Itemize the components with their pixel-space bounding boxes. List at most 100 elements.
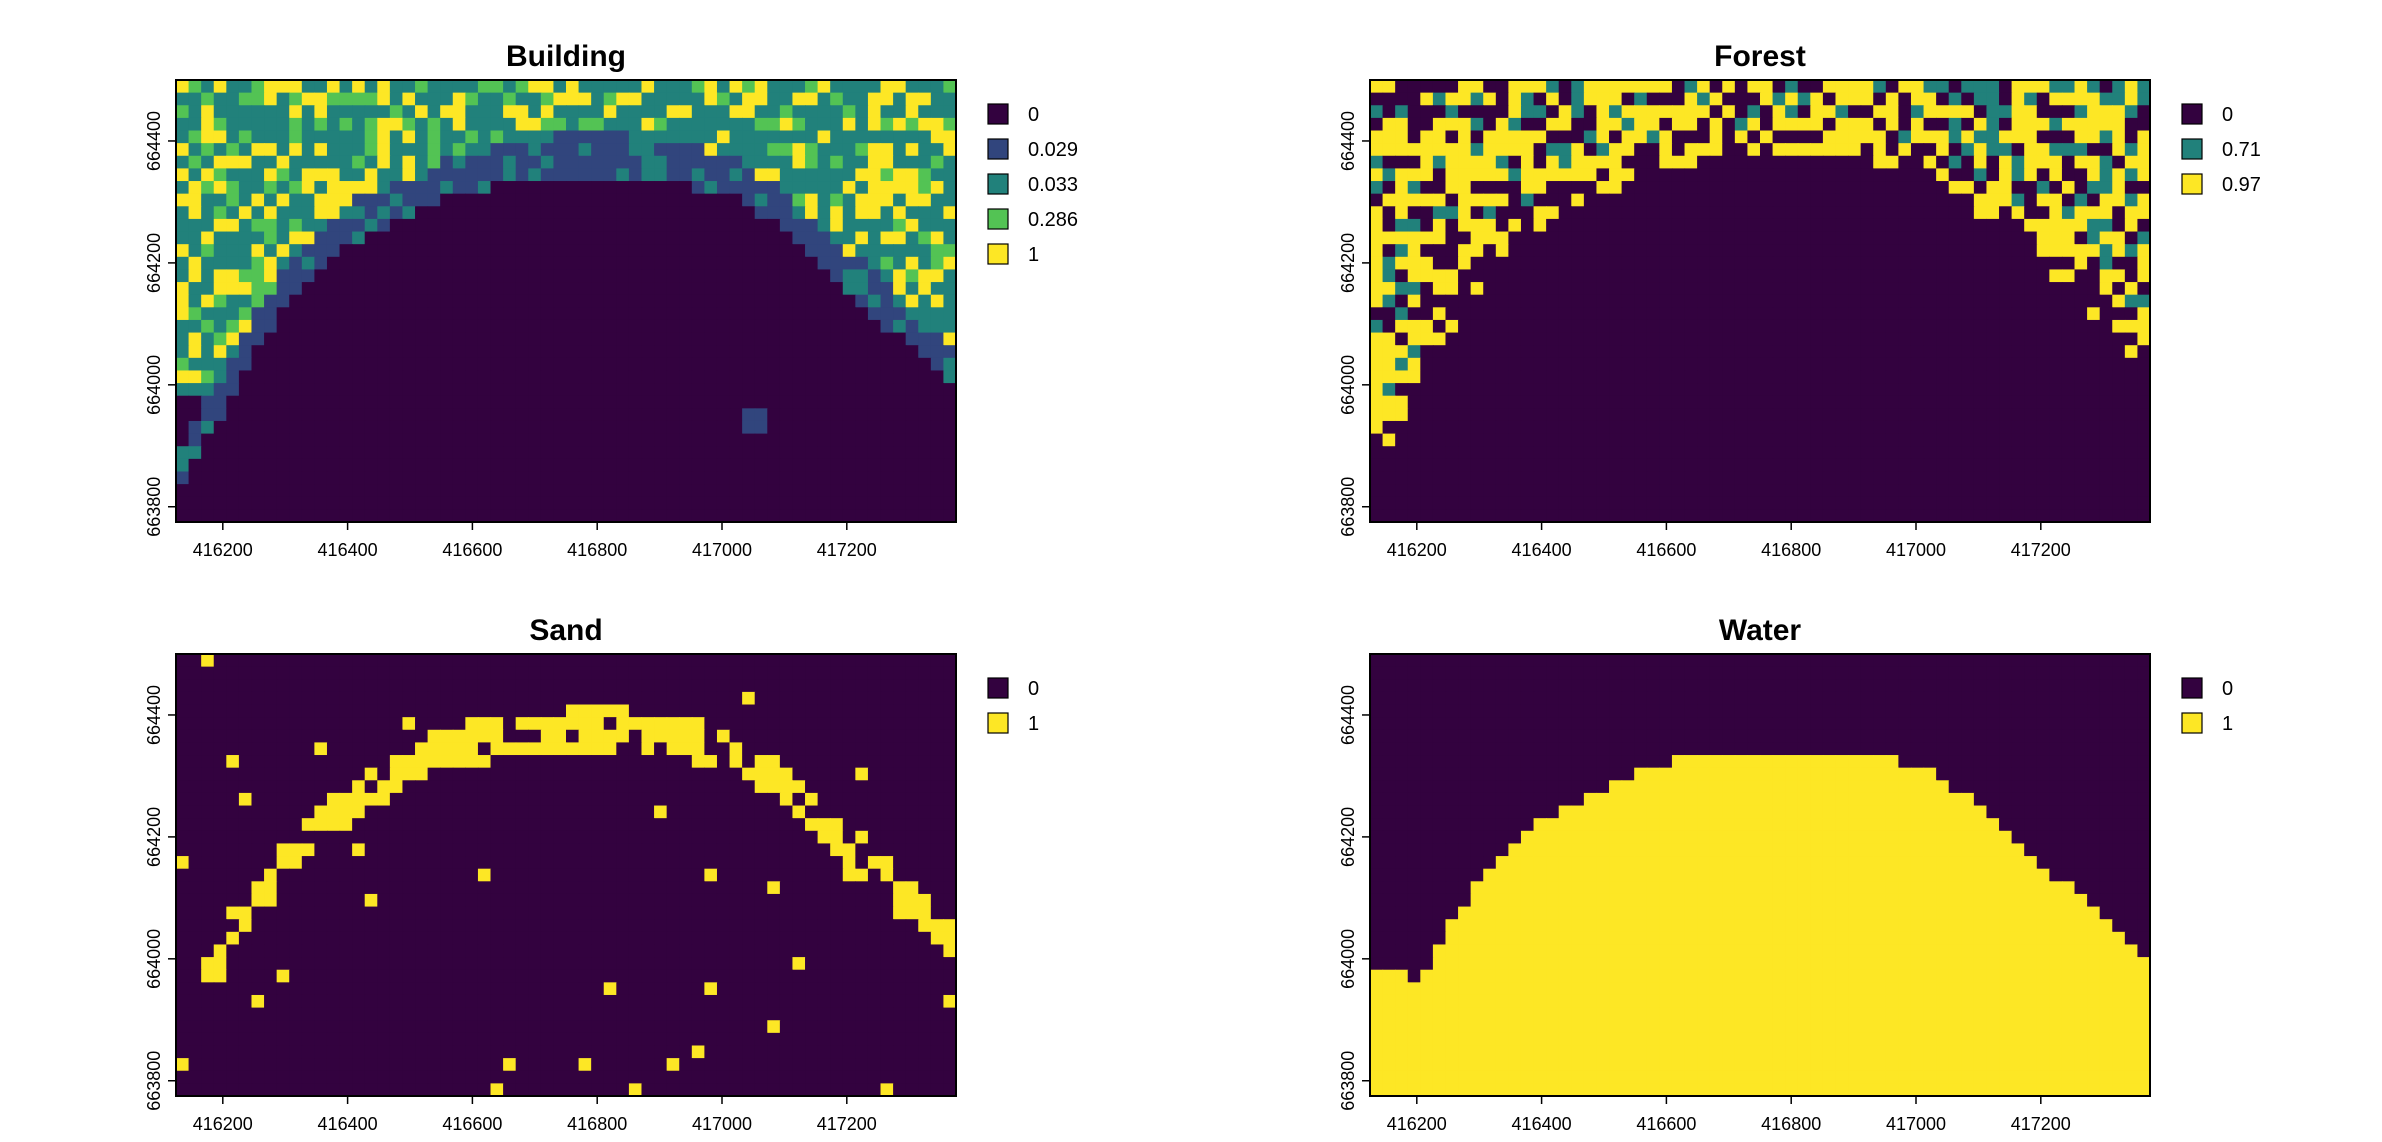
raster-cell	[1835, 231, 1849, 245]
raster-cell	[1458, 282, 1472, 296]
raster-cell	[2036, 282, 2050, 296]
raster-cell	[830, 433, 844, 447]
raster-cell	[1558, 269, 1572, 283]
raster-cell	[1621, 231, 1635, 245]
raster-cell	[1596, 92, 1610, 106]
raster-cell	[1558, 345, 1572, 359]
raster-cell	[1520, 446, 1535, 460]
raster-cell	[1583, 218, 1598, 233]
raster-cell	[1395, 446, 1409, 460]
raster-cell	[465, 294, 479, 308]
raster-cell	[226, 269, 240, 283]
raster-cell	[1873, 509, 1887, 523]
raster-cell	[264, 742, 278, 756]
raster-cell	[742, 92, 756, 106]
raster-cell	[679, 654, 693, 668]
raster-cell	[1634, 282, 1648, 296]
raster-cell	[591, 80, 605, 94]
raster-cell	[452, 206, 466, 220]
raster-cell	[679, 717, 693, 731]
raster-cell	[729, 155, 743, 169]
raster-cell	[767, 332, 781, 346]
raster-cell	[1697, 168, 1711, 182]
raster-cell	[553, 755, 567, 769]
raster-cell	[289, 256, 303, 271]
raster-cell	[377, 691, 391, 706]
raster-cell	[792, 383, 806, 397]
raster-cell	[276, 433, 290, 447]
raster-cell	[1822, 130, 1837, 144]
raster-cell	[264, 395, 278, 409]
raster-cell	[1634, 168, 1648, 182]
raster-cell	[1810, 105, 1824, 119]
raster-cell	[641, 654, 655, 668]
raster-cell	[540, 717, 555, 731]
raster-cell	[1797, 294, 1811, 308]
legend-swatch	[987, 103, 1009, 125]
raster-cell	[729, 130, 743, 144]
raster-cell	[1533, 155, 1547, 169]
raster-cell	[2036, 496, 2050, 510]
raster-cell	[2112, 471, 2126, 485]
raster-cell	[578, 332, 592, 346]
raster-cell	[1370, 395, 1384, 409]
raster-cell	[352, 679, 366, 693]
raster-cell	[213, 484, 227, 498]
raster-cell	[1420, 319, 1434, 334]
raster-cell	[754, 484, 768, 498]
raster-cell	[1747, 168, 1761, 182]
raster-cell	[867, 420, 882, 435]
raster-cell	[1772, 433, 1786, 447]
raster-cell	[477, 345, 492, 359]
raster-cell	[1621, 143, 1635, 157]
raster-cell	[742, 105, 756, 119]
raster-cell	[352, 717, 366, 731]
raster-cell	[352, 231, 366, 245]
raster-cell	[1822, 231, 1837, 245]
raster-cell	[2011, 143, 2025, 157]
raster-cell	[578, 471, 592, 485]
raster-cell	[1407, 395, 1421, 409]
raster-cell	[314, 269, 328, 283]
raster-cell	[314, 395, 328, 409]
raster-cell	[1432, 92, 1447, 106]
raster-cell	[1646, 471, 1660, 485]
raster-cell	[1722, 231, 1736, 245]
raster-cell	[817, 80, 831, 94]
raster-cell	[1785, 269, 1799, 283]
raster-cell	[1973, 231, 1988, 245]
raster-cell	[603, 294, 617, 308]
raster-cell	[415, 307, 429, 321]
raster-cell	[2137, 420, 2151, 435]
raster-cell	[930, 130, 945, 144]
raster-cell	[188, 666, 202, 680]
raster-cell	[427, 269, 441, 283]
raster-cell	[251, 269, 265, 283]
raster-cell	[427, 446, 441, 460]
raster-cell	[2087, 496, 2101, 510]
raster-cell	[1445, 256, 1459, 271]
raster-cell	[566, 717, 580, 731]
raster-cell	[264, 294, 278, 308]
raster-cell	[754, 294, 768, 308]
raster-cell	[1898, 256, 1912, 271]
raster-cell	[540, 282, 555, 296]
raster-cell	[792, 168, 806, 182]
raster-cell	[364, 117, 378, 132]
raster-cell	[716, 471, 731, 485]
raster-cell	[528, 717, 542, 731]
raster-cell	[1596, 370, 1610, 384]
raster-cell	[578, 282, 592, 296]
raster-cell	[817, 717, 831, 731]
raster-cell	[1508, 446, 1522, 460]
raster-cell	[855, 168, 869, 182]
raster-cell	[1583, 458, 1598, 473]
raster-cell	[2036, 446, 2050, 460]
raster-cell	[641, 433, 655, 447]
raster-cell	[2024, 345, 2038, 359]
raster-cell	[1873, 332, 1887, 346]
raster-cell	[1458, 269, 1472, 283]
raster-cell	[1445, 383, 1459, 397]
raster-cell	[364, 679, 378, 693]
raster-cell	[1470, 80, 1484, 94]
